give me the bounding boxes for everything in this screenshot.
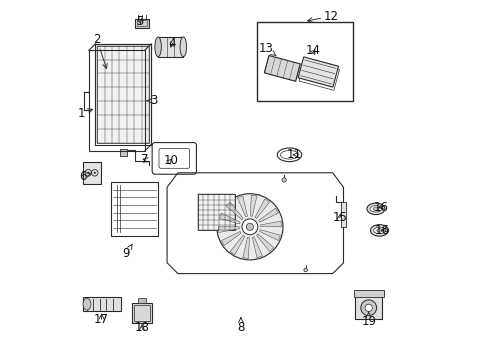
Bar [89,50,144,151]
Bar [257,22,352,101]
Text: 16: 16 [373,201,388,213]
Circle shape [282,178,285,182]
Polygon shape [264,55,300,81]
Polygon shape [250,195,256,216]
Circle shape [242,219,257,235]
Bar [354,293,381,319]
Bar [120,149,127,156]
Circle shape [216,194,283,260]
Bar [82,162,101,184]
Polygon shape [258,208,278,222]
Text: 4: 4 [168,37,176,50]
Polygon shape [237,196,247,217]
Polygon shape [225,202,243,220]
Bar [89,50,144,151]
Bar [111,182,158,236]
Text: 7: 7 [141,153,148,166]
Text: 19: 19 [361,312,375,328]
Text: 11: 11 [286,148,301,161]
Text: 16: 16 [374,224,389,237]
Bar [97,46,149,143]
Text: 5: 5 [136,15,143,28]
Polygon shape [252,237,262,258]
Circle shape [94,172,96,174]
Ellipse shape [180,37,186,57]
Polygon shape [219,213,240,224]
Text: 15: 15 [332,211,346,224]
Bar [197,194,235,230]
Ellipse shape [370,225,387,236]
Ellipse shape [366,203,384,215]
Ellipse shape [83,298,91,310]
Bar [353,290,383,297]
Bar [135,19,148,28]
Polygon shape [256,234,273,252]
Bar [83,297,121,311]
Polygon shape [260,221,281,227]
Bar [158,37,183,57]
Ellipse shape [277,148,301,162]
Circle shape [87,172,89,174]
Bar [95,44,151,145]
Text: 18: 18 [134,321,149,334]
Text: 3: 3 [147,94,157,107]
Text: 17: 17 [94,313,109,326]
Polygon shape [218,227,239,233]
Polygon shape [167,173,343,274]
Polygon shape [221,231,241,246]
Ellipse shape [372,207,378,211]
Polygon shape [243,237,249,258]
Bar [134,305,149,321]
Text: 2: 2 [93,33,107,68]
Polygon shape [298,57,338,87]
Text: 8: 8 [237,318,244,334]
Ellipse shape [369,206,381,212]
Bar [132,303,151,323]
Text: 10: 10 [163,154,178,167]
Polygon shape [259,230,280,240]
Text: 14: 14 [305,44,320,57]
Circle shape [360,300,376,316]
Bar [340,202,346,227]
Text: 9: 9 [122,244,132,260]
Circle shape [303,268,307,272]
Ellipse shape [155,37,161,57]
Bar [136,21,147,27]
Ellipse shape [373,227,385,234]
Text: 12: 12 [307,10,338,23]
Text: 1: 1 [78,107,92,120]
Bar [137,298,146,303]
Text: 13: 13 [258,42,276,56]
Circle shape [246,223,253,230]
Text: 6: 6 [80,170,90,183]
Ellipse shape [376,229,382,232]
Circle shape [365,304,371,311]
Polygon shape [254,199,269,219]
Polygon shape [230,235,244,255]
